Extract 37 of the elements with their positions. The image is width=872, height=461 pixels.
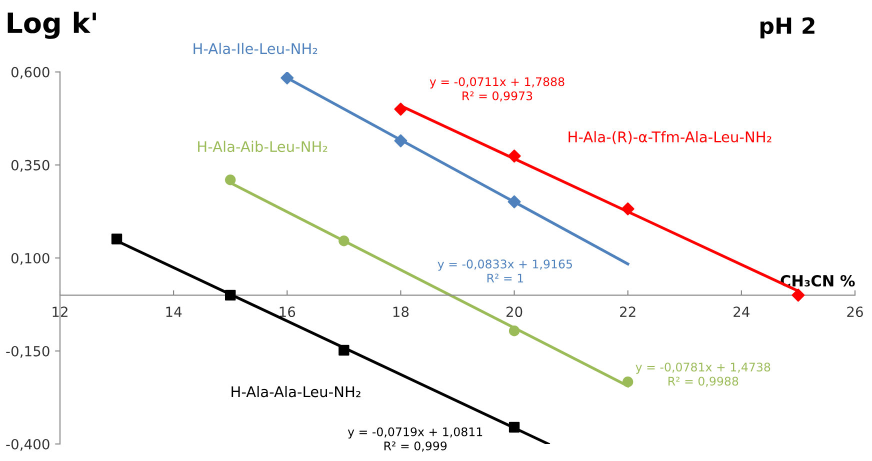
annotation: y = -0,0719x + 1,0811 R² = 0,999 — [348, 427, 482, 452]
text: H-Ala-Aib-Leu-NH₂ — [198, 140, 328, 152]
annotation: y = -0,0781x + 1,4738 R² = 0,9988 — [636, 362, 770, 387]
x-tick-label: 14 — [166, 306, 182, 317]
point — [621, 202, 634, 216]
point — [338, 236, 350, 246]
point — [394, 134, 408, 148]
x-tick-label: 20 — [506, 306, 522, 318]
x-tick-label: 16 — [280, 306, 296, 318]
point — [508, 326, 520, 336]
point — [394, 102, 408, 116]
point — [792, 288, 805, 302]
x-tick-label: 18 — [393, 306, 409, 318]
chart-subtitle: pH 2 — [760, 17, 814, 38]
y-tick-label: 0,100 — [11, 252, 50, 265]
point — [225, 174, 236, 186]
y-tick-label: -0,150 — [6, 346, 50, 358]
y-tick-label: 0,600 — [11, 66, 50, 79]
text: H-Ala-Ile-Leu-NH₂ — [194, 42, 318, 54]
text: H-Ala-(R)-α-Tfm-Ala-Leu-NH₂ — [568, 131, 772, 144]
x-tick-label: 26 — [847, 306, 863, 318]
point — [508, 422, 520, 433]
y-tick-label: -0,400 — [6, 438, 50, 451]
point — [111, 234, 122, 244]
point — [508, 195, 521, 208]
x-tick-label: 24 — [734, 306, 750, 317]
point — [225, 290, 236, 301]
chart-title: Log k' — [8, 12, 96, 39]
text: H-Ala-Ala-Leu-NH₂ — [232, 386, 360, 398]
annotation: y = -0,0833x + 1,9165 R² = 1 — [438, 260, 572, 282]
y-tick-label: 0,350 — [11, 160, 50, 172]
point — [280, 72, 294, 84]
point — [622, 376, 634, 388]
x-tick-label: 22 — [620, 306, 636, 317]
point — [508, 150, 521, 163]
point — [338, 344, 350, 356]
annotation: y = -0,0711x + 1,7888 R² = 0,9973 — [430, 77, 564, 102]
